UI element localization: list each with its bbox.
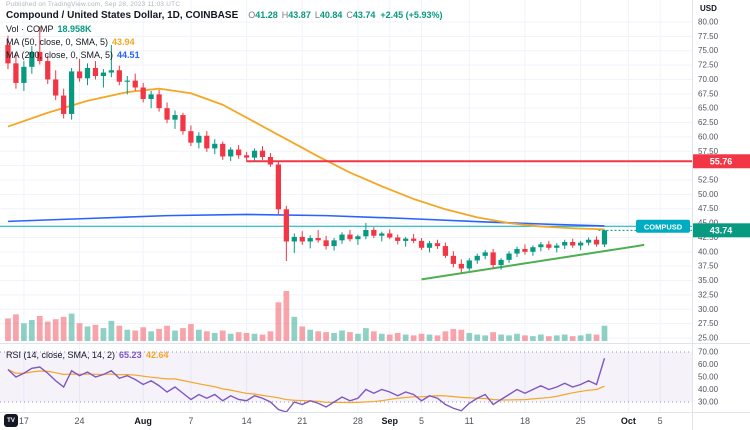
svg-text:21: 21: [297, 416, 307, 426]
svg-text:43.74: 43.74: [710, 225, 733, 235]
svg-text:40.00: 40.00: [698, 247, 719, 256]
support-trendline: [421, 243, 645, 281]
svg-text:70.00: 70.00: [698, 75, 719, 84]
svg-text:COMPUSD: COMPUSD: [644, 222, 683, 231]
svg-text:30.00: 30.00: [698, 305, 719, 314]
svg-text:5: 5: [419, 416, 424, 426]
svg-text:65.00: 65.00: [698, 104, 719, 113]
svg-text:35.00: 35.00: [698, 276, 719, 285]
svg-text:7: 7: [188, 416, 193, 426]
rsi-band: [0, 351, 692, 403]
svg-text:50.00: 50.00: [698, 190, 719, 199]
svg-text:62.50: 62.50: [698, 118, 719, 127]
svg-text:14: 14: [242, 416, 252, 426]
svg-text:Aug: Aug: [134, 416, 152, 426]
svg-text:45.00: 45.00: [698, 219, 719, 228]
svg-text:Oct: Oct: [621, 416, 636, 426]
svg-text:Sep: Sep: [381, 416, 398, 426]
tradingview-logo[interactable]: TV: [4, 414, 18, 427]
resistance-price-badge: [693, 154, 750, 169]
rsi-layer: [7, 358, 606, 413]
svg-text:67.50: 67.50: [698, 89, 719, 98]
svg-text:57.50: 57.50: [698, 147, 719, 156]
svg-text:60.00: 60.00: [698, 360, 719, 369]
svg-text:17: 17: [19, 416, 29, 426]
svg-text:32.50: 32.50: [698, 290, 719, 299]
svg-text:5: 5: [658, 416, 663, 426]
svg-text:27.50: 27.50: [698, 319, 719, 328]
svg-text:55.76: 55.76: [710, 156, 733, 166]
volume-layer: [5, 291, 608, 341]
svg-text:60.00: 60.00: [698, 132, 719, 141]
svg-text:47.50: 47.50: [698, 204, 719, 213]
svg-text:42.50: 42.50: [698, 233, 719, 242]
price-line-label-badge[interactable]: [636, 219, 690, 233]
svg-text:11: 11: [465, 416, 474, 426]
svg-text:77.50: 77.50: [698, 32, 719, 41]
price-badges: 55.76 43.74 COMPUSD: [636, 154, 750, 238]
grid-layer: [0, 0, 692, 412]
svg-text:75.00: 75.00: [698, 46, 719, 55]
svg-text:80.00: 80.00: [698, 18, 719, 27]
last-price-badge: [693, 223, 750, 238]
svg-text:18: 18: [520, 416, 530, 426]
svg-text:40.00: 40.00: [698, 385, 719, 394]
svg-text:25: 25: [576, 416, 586, 426]
candles-layer: [5, 26, 608, 273]
svg-text:USD: USD: [700, 4, 717, 13]
svg-text:30.00: 30.00: [698, 398, 719, 407]
svg-text:25.00: 25.00: [698, 334, 719, 343]
svg-text:37.50: 37.50: [698, 262, 719, 271]
svg-text:52.50: 52.50: [698, 176, 719, 185]
svg-text:28: 28: [353, 416, 363, 426]
svg-text:24: 24: [75, 416, 85, 426]
svg-text:50.00: 50.00: [698, 373, 719, 382]
svg-text:70.00: 70.00: [698, 348, 719, 357]
svg-text:72.50: 72.50: [698, 61, 719, 70]
